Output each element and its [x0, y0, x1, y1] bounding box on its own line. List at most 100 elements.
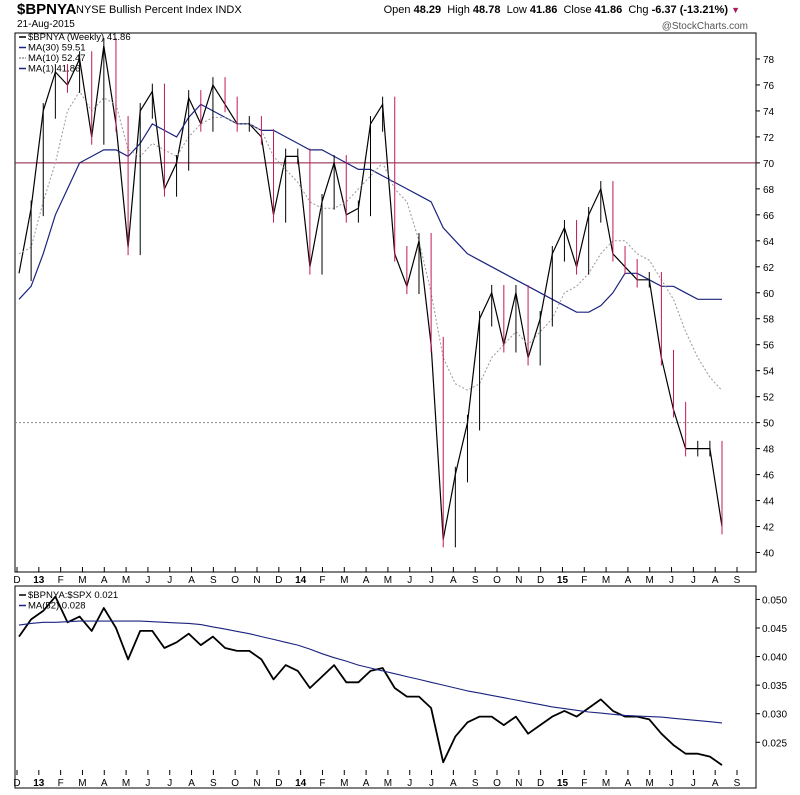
x-tick-label: N [515, 778, 522, 789]
y-tick-label: 74 [763, 107, 775, 118]
y-tick-label: 44 [763, 497, 775, 508]
x-tick-label: J [407, 778, 412, 789]
x-tick-label: J [669, 778, 674, 789]
x-tick-label: J [429, 778, 434, 789]
description-text: NYSE Bullish Percent Index [76, 4, 213, 16]
x-tick-label: M [384, 575, 392, 586]
x-tick-label: M [602, 778, 610, 789]
main-reference-lines [15, 162, 756, 424]
x-tick-label: A [363, 575, 370, 586]
x-tick-label: J [167, 778, 172, 789]
x-tick-label: O [493, 778, 501, 789]
ratio-y-axis: 0.025 0.030 0.035 0.040 0.045 0.050 [756, 595, 787, 749]
x-tick-label: 14 [295, 575, 307, 586]
open-label: Open [383, 4, 411, 16]
x-tick-label: J [429, 575, 434, 586]
x-tick-label: J [145, 575, 150, 586]
y-tick-label: 0.030 [762, 710, 787, 721]
x-tick-label: J [145, 778, 150, 789]
x-tick-label: A [450, 778, 457, 789]
y-tick-label: 66 [763, 211, 775, 222]
x-tick-label: J [691, 778, 696, 789]
x-tick-label: F [581, 575, 587, 586]
x-tick-label: J [407, 575, 412, 586]
high-label: High [447, 4, 470, 16]
x-tick-label: A [188, 778, 195, 789]
y-tick-label: 0.035 [762, 681, 787, 692]
y-tick-label: 54 [763, 367, 775, 378]
open-value: 48.29 [413, 4, 442, 16]
legend-label: MA(1) 41.86 [28, 64, 80, 75]
y-tick-label: 50 [763, 419, 775, 430]
x-tick-label: M [646, 778, 654, 789]
y-tick-label: 56 [763, 341, 775, 352]
x-tick-label: F [58, 575, 64, 586]
x-tick-label: S [734, 778, 741, 789]
x-tick-label: F [319, 575, 325, 586]
y-tick-label: 48 [763, 445, 775, 456]
y-tick-label: 78 [763, 55, 775, 66]
x-tick-label: J [669, 575, 674, 586]
x-tick-label: F [581, 778, 587, 789]
x-tick-label: O [493, 575, 501, 586]
y-tick-label: 64 [763, 237, 775, 248]
description: NYSE Bullish Percent Index INDX [76, 4, 242, 16]
x-tick-label: 13 [33, 575, 45, 586]
y-tick-label: 42 [763, 523, 775, 534]
x-tick-label: 15 [557, 575, 569, 586]
watermark: @StockCharts.com [661, 21, 748, 32]
y-tick-label: 0.025 [762, 738, 787, 749]
x-tick-label: A [101, 778, 108, 789]
legend-label: $BPNYA (Weekly) 41.86 [28, 32, 131, 43]
x-tick-label: S [210, 778, 217, 789]
y-tick-label: 68 [763, 185, 775, 196]
close-label: Close [563, 4, 592, 16]
x-tick-label: N [253, 778, 260, 789]
main-panel-frame [14, 32, 757, 573]
ratio-panel-frame [14, 585, 757, 789]
y-tick-label: 76 [763, 81, 775, 92]
x-tick-label: A [450, 575, 457, 586]
x-tick-label: A [712, 575, 719, 586]
x-tick-label: A [712, 778, 719, 789]
x-tick-label: D [537, 575, 544, 586]
y-tick-label: 70 [763, 159, 775, 170]
legend-label: MA(30) 59.51 [28, 43, 86, 54]
x-tick-label: S [734, 575, 741, 586]
x-tick-label: 14 [295, 778, 307, 789]
x-tick-label: F [319, 778, 325, 789]
close-value: 41.86 [594, 4, 623, 16]
chart-header: $BPNYA NYSE Bullish Percent Index INDX 2… [0, 0, 800, 34]
x-tick-label: S [472, 575, 479, 586]
x-tick-label: A [363, 778, 370, 789]
series-ma10 [18, 90, 723, 391]
x-tick-label: D [275, 575, 282, 586]
x-tick-label: D [13, 575, 20, 586]
symbol: $BPNYA [17, 1, 77, 18]
x-tick-label: N [253, 575, 260, 586]
x-tick-label: M [646, 575, 654, 586]
x-tick-label: M [602, 575, 610, 586]
x-tick-label: 15 [557, 778, 569, 789]
quote-bar: Open 48.29 High 48.78 Low 41.86 Close 41… [384, 4, 740, 16]
ratio-x-axis: D 13 F M A M J J A S O N D 14 F M A M J J A S O N D 15 F M A M J J A S [13, 770, 741, 789]
x-tick-label: A [101, 575, 108, 586]
y-tick-label: 58 [763, 315, 775, 326]
series-ratio-ma52 [18, 620, 723, 724]
y-tick-label: 60 [763, 289, 775, 300]
chart-date: 21-Aug-2015 [17, 19, 75, 30]
x-tick-label: J [167, 575, 172, 586]
x-tick-label: M [122, 778, 130, 789]
x-tick-label: O [231, 575, 239, 586]
main-y-axis: 40 42 44 46 48 50 52 54 56 58 60 62 64 66 68 70 72 74 76 78 [756, 55, 775, 560]
exchange: INDX [215, 4, 242, 16]
x-tick-label: M [122, 575, 130, 586]
x-tick-label: M [78, 575, 86, 586]
y-tick-label: 72 [763, 133, 775, 144]
x-tick-label: A [188, 575, 195, 586]
y-tick-label: 46 [763, 471, 775, 482]
low-label: Low [506, 4, 527, 16]
